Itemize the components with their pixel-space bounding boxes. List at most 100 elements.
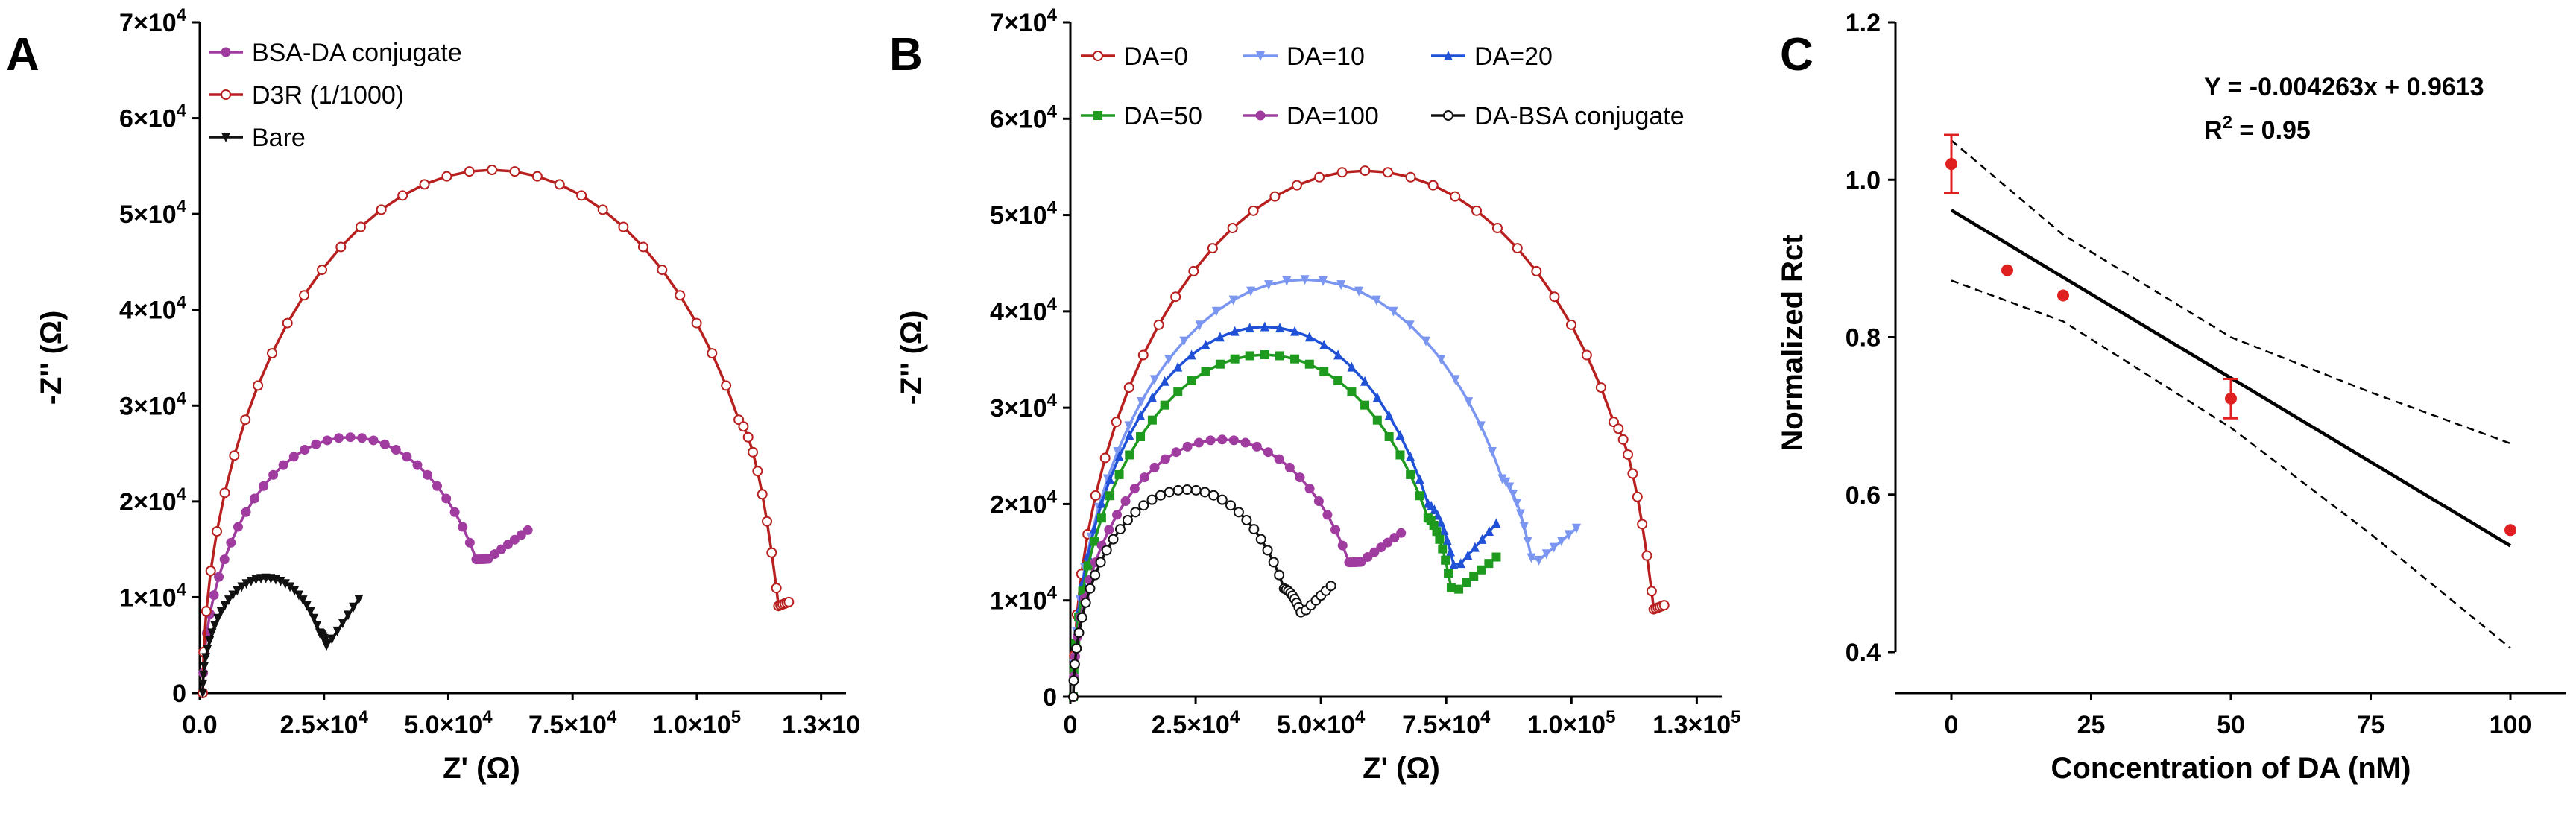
x-tick-label: 2.5×104 <box>280 707 369 739</box>
r-squared-prefix: R <box>2204 116 2223 145</box>
series-line <box>1072 169 1665 697</box>
data-point <box>742 431 754 443</box>
data-point <box>1096 498 1106 508</box>
panel-b-ylabel: -Z'' (Ω) <box>895 311 928 405</box>
data-point <box>1090 569 1101 581</box>
data-point <box>1124 421 1134 431</box>
data-point <box>1347 387 1357 397</box>
data-point <box>1491 552 1501 562</box>
data-point <box>1179 336 1189 347</box>
panel-c: C 0.4 0.6 0.8 1.0 1.2 0 25 50 75 100 Normalized … <box>1776 9 2566 785</box>
tick-label-base: 1.3×10 <box>1652 711 1731 739</box>
tick-label-base: 5×10 <box>990 202 1047 230</box>
data-point <box>1215 332 1225 342</box>
data-point <box>1509 489 1518 499</box>
data-point <box>766 547 777 558</box>
data-point <box>1125 429 1134 440</box>
data-point <box>214 572 224 582</box>
data-point <box>516 530 526 540</box>
data-point <box>1534 555 1544 566</box>
data-point <box>213 613 223 624</box>
tick-label-base: 7×10 <box>990 9 1047 37</box>
legend-label: BSA-DA conjugate <box>252 39 462 67</box>
r-squared: R2 = 0.95 <box>2204 113 2311 145</box>
data-point <box>458 522 468 532</box>
data-point <box>300 445 310 455</box>
tick-label-base: 1×10 <box>119 583 177 612</box>
confidence-band-upper <box>1951 139 2511 445</box>
data-point <box>1470 542 1480 552</box>
data-point <box>1572 523 1582 534</box>
data-point <box>783 596 795 607</box>
data-point <box>1187 349 1196 360</box>
data-point <box>278 460 288 470</box>
tick-label-base: 3×10 <box>119 392 177 420</box>
data-point <box>226 537 236 548</box>
data-point <box>1122 514 1133 525</box>
data-point <box>1171 447 1181 458</box>
data-point <box>198 689 208 698</box>
data-point <box>1322 510 1333 520</box>
data-point <box>1164 487 1175 498</box>
data-point <box>201 606 212 617</box>
data-point <box>1325 581 1336 592</box>
data-point <box>1137 397 1146 408</box>
x-tick-label: 75 <box>2357 711 2385 739</box>
data-point <box>554 179 565 190</box>
data-point <box>354 595 364 604</box>
data-point <box>1290 326 1300 336</box>
series-line <box>201 435 529 694</box>
panel-a-axes <box>198 22 846 695</box>
data-point <box>1383 537 1393 548</box>
data-point <box>1319 276 1328 286</box>
data-point <box>1251 441 1262 452</box>
data-point <box>1333 349 1343 360</box>
data-point <box>2057 289 2069 302</box>
data-point <box>1093 111 1102 120</box>
data-point <box>1068 692 1079 702</box>
data-point <box>464 166 475 177</box>
data-point <box>203 644 212 654</box>
x-tick-label: 0 <box>1945 711 1959 739</box>
tick-label-base: 0.0 <box>182 711 217 739</box>
legend-item: DA-BSA conjugate <box>1431 102 1685 130</box>
data-point <box>441 493 452 504</box>
panel-c-y-ticks: 0.4 0.6 0.8 1.0 1.2 <box>1846 9 1895 667</box>
panel-c-x-ticks: 0 25 50 75 100 <box>1945 693 2531 739</box>
panel-b-legend: DA=0 DA=10 DA=20 DA=50 DA=100 DA-BSA conjugat… <box>1081 42 1685 130</box>
data-point <box>1333 376 1343 385</box>
data-point <box>1182 441 1193 452</box>
data-point <box>1595 382 1606 393</box>
data-point <box>376 204 387 215</box>
data-point <box>1446 546 1456 557</box>
data-point <box>1248 205 1259 216</box>
data-point <box>1207 243 1218 254</box>
panel-b-axes <box>1069 22 1722 698</box>
panel-a-x-ticks: 0.0 2.5×104 5.0×104 7.5×104 1.0×105 1.3×10 <box>182 693 860 739</box>
data-point <box>391 445 401 455</box>
data-point <box>1405 171 1416 183</box>
data-point <box>1068 675 1079 686</box>
data-point <box>423 469 433 480</box>
data-point <box>1627 468 1638 479</box>
data-point <box>1284 462 1295 472</box>
data-point <box>1181 484 1193 496</box>
data-point <box>1136 410 1146 420</box>
data-point <box>205 566 216 577</box>
legend-item: Bare <box>209 124 306 152</box>
y-tick-label: 3×104 <box>990 390 1058 423</box>
tick-label-exp: 4 <box>177 388 187 408</box>
tick-label-exp: 4 <box>607 707 617 727</box>
data-point <box>1201 367 1210 376</box>
data-point <box>1136 432 1146 442</box>
data-point <box>2504 524 2516 537</box>
data-point <box>1147 392 1157 402</box>
data-point <box>332 626 342 636</box>
data-point <box>1123 382 1134 393</box>
data-point <box>412 460 423 470</box>
legend-label: DA-BSA conjugate <box>1474 102 1685 130</box>
panel-a-series <box>198 165 795 698</box>
data-point <box>338 619 347 629</box>
data-point <box>200 661 209 671</box>
data-point <box>209 590 219 601</box>
